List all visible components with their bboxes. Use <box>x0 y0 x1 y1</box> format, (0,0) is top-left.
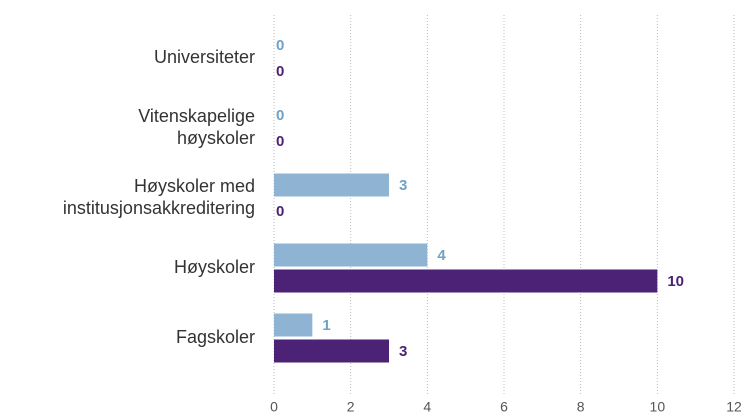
bar <box>274 313 313 337</box>
value-label: 3 <box>399 177 407 194</box>
category-label: Høyskoler med <box>134 176 255 196</box>
bar <box>274 173 389 197</box>
category-label: Høyskoler <box>174 257 255 277</box>
bar <box>274 339 389 363</box>
value-label: 0 <box>276 37 284 54</box>
bar <box>274 243 428 267</box>
category-label: høyskoler <box>177 128 255 148</box>
category-label: Vitenskapelige <box>138 106 255 126</box>
category-label: Fagskoler <box>176 327 255 347</box>
x-tick-label: 10 <box>650 399 666 415</box>
category-label: institusjonsakkreditering <box>63 198 255 218</box>
x-tick-label: 6 <box>500 399 508 415</box>
category-label: Universiteter <box>154 47 255 67</box>
value-label: 10 <box>667 273 684 290</box>
value-label: 3 <box>399 343 407 360</box>
value-label: 0 <box>276 133 284 150</box>
x-tick-label: 12 <box>726 399 742 415</box>
x-tick-label: 4 <box>423 399 431 415</box>
value-label: 0 <box>276 107 284 124</box>
x-tick-label: 8 <box>577 399 585 415</box>
x-tick-label: 0 <box>270 399 278 415</box>
bar <box>274 269 658 293</box>
value-label: 1 <box>322 317 330 334</box>
value-label: 4 <box>437 247 446 264</box>
x-tick-label: 2 <box>347 399 355 415</box>
value-label: 0 <box>276 203 284 220</box>
value-label: 0 <box>276 63 284 80</box>
